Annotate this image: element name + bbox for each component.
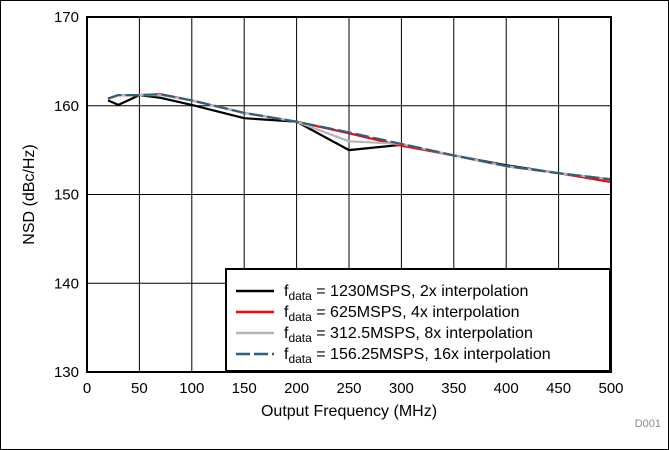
legend: fdata = 1230MSPS, 2x interpolationfdata … (225, 268, 611, 372)
y-axis-label: NSD (dBc/Hz) (21, 144, 38, 244)
x-tick-label: 150 (232, 380, 257, 397)
x-tick-label: 0 (83, 380, 91, 397)
x-tick-label: 450 (546, 380, 571, 397)
legend-box (225, 268, 611, 372)
y-tick-label: 150 (54, 187, 79, 204)
x-tick-label: 250 (336, 380, 361, 397)
y-tick-label: 140 (54, 275, 79, 292)
legend-label-1: fdata = 1230MSPS, 2x interpolation (284, 283, 528, 303)
figure-id: D001 (635, 418, 661, 430)
series-line-4 (107, 93, 612, 181)
x-tick-label: 300 (389, 380, 414, 397)
x-tick-label: 500 (598, 380, 623, 397)
x-tick-label: 400 (494, 380, 519, 397)
y-tick-labels: 130 140 150 160 170 (54, 9, 79, 381)
series-line-3 (107, 94, 612, 181)
x-tick-label: 200 (284, 380, 309, 397)
y-tick-label: 170 (54, 9, 79, 26)
series-line-1 (107, 94, 612, 181)
x-tick-labels: 0 50 100 150 200 250 300 350 400 450 500 (83, 380, 624, 397)
series-lines (107, 93, 612, 184)
y-tick-label: 130 (54, 364, 79, 381)
legend-label-4: fdata = 156.25MSPS, 16x interpolation (284, 346, 551, 366)
x-axis-label: Output Frequency (MHz) (261, 403, 437, 420)
x-tick-label: 50 (131, 380, 148, 397)
legend-label-2: fdata = 625MSPS, 4x interpolation (284, 304, 520, 324)
y-tick-label: 160 (54, 98, 79, 115)
x-tick-label: 100 (179, 380, 204, 397)
legend-label-3: fdata = 312.5MSPS, 8x interpolation (284, 325, 533, 345)
x-tick-label: 350 (441, 380, 466, 397)
